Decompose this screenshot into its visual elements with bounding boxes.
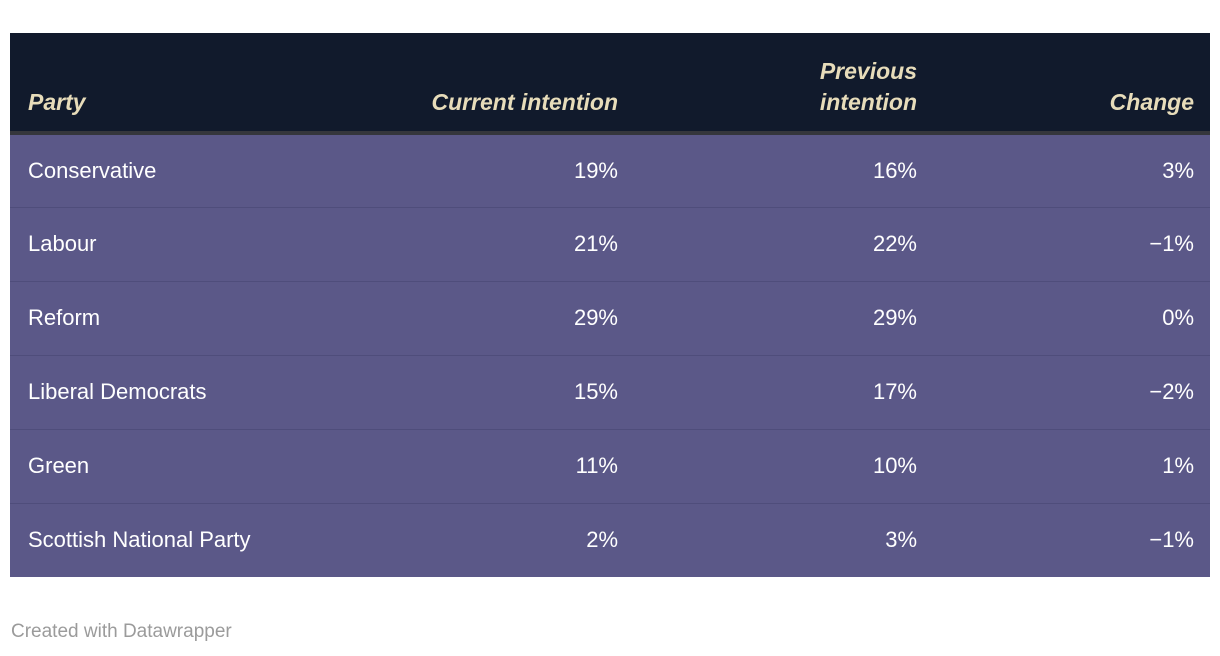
cell-change: 3% — [933, 133, 1210, 207]
table-body: Conservative 19% 16% 3% Labour 21% 22% −… — [10, 133, 1210, 577]
cell-previous-intention: 17% — [634, 354, 933, 429]
column-header-change: Change — [933, 33, 1210, 133]
cell-change: −2% — [933, 354, 1210, 429]
cell-current-intention: 11% — [350, 428, 634, 503]
cell-current-intention: 21% — [350, 206, 634, 281]
cell-current-intention: 15% — [350, 354, 634, 429]
cell-party: Labour — [10, 206, 350, 281]
cell-previous-intention: 10% — [634, 428, 933, 503]
cell-current-intention: 29% — [350, 280, 634, 355]
cell-current-intention: 19% — [350, 133, 634, 207]
column-header-previous-intention: Previous intention — [634, 33, 933, 133]
poll-table: Party Current intention Previous intenti… — [10, 33, 1210, 577]
table-row: Scottish National Party 2% 3% −1% — [10, 502, 1210, 577]
cell-party: Scottish National Party — [10, 502, 350, 577]
cell-party: Conservative — [10, 133, 350, 207]
column-header-current-intention: Current intention — [350, 33, 634, 133]
cell-change: 0% — [933, 280, 1210, 355]
cell-party: Liberal Democrats — [10, 354, 350, 429]
cell-previous-intention: 16% — [634, 133, 933, 207]
table-header: Party Current intention Previous intenti… — [10, 33, 1210, 133]
cell-previous-intention: 29% — [634, 280, 933, 355]
table-row: Labour 21% 22% −1% — [10, 206, 1210, 281]
cell-party: Reform — [10, 280, 350, 355]
datawrapper-credit-link[interactable]: Created with Datawrapper — [11, 621, 232, 642]
cell-change: −1% — [933, 502, 1210, 577]
header-row: Party Current intention Previous intenti… — [10, 33, 1210, 133]
table-row: Green 11% 10% 1% — [10, 428, 1210, 503]
cell-current-intention: 2% — [350, 502, 634, 577]
cell-party: Green — [10, 428, 350, 503]
cell-previous-intention: 3% — [634, 502, 933, 577]
column-header-previous-intention-label: Previous intention — [819, 58, 917, 115]
table-row: Reform 29% 29% 0% — [10, 280, 1210, 355]
table-row: Liberal Democrats 15% 17% −2% — [10, 354, 1210, 429]
cell-change: −1% — [933, 206, 1210, 281]
column-header-party: Party — [10, 33, 350, 133]
cell-change: 1% — [933, 428, 1210, 503]
cell-previous-intention: 22% — [634, 206, 933, 281]
table-row: Conservative 19% 16% 3% — [10, 133, 1210, 207]
